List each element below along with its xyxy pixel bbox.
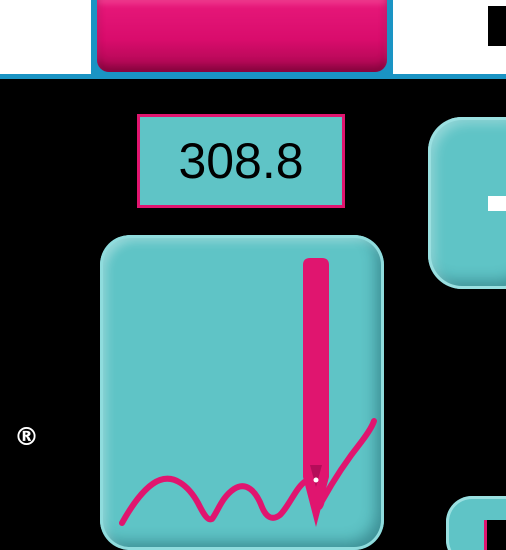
header-right-element — [488, 6, 506, 46]
value-readout: 308.8 — [137, 114, 345, 208]
minus-icon — [488, 196, 506, 211]
pen-signature-icon — [119, 258, 377, 527]
readout-value: 308.8 — [178, 133, 304, 189]
header-divider — [0, 74, 506, 79]
top-pink-button[interactable] — [97, 0, 387, 72]
bottom-right-inner-panel — [484, 520, 506, 550]
registered-trademark-symbol: ® — [14, 422, 39, 451]
signature-button[interactable] — [100, 235, 384, 550]
